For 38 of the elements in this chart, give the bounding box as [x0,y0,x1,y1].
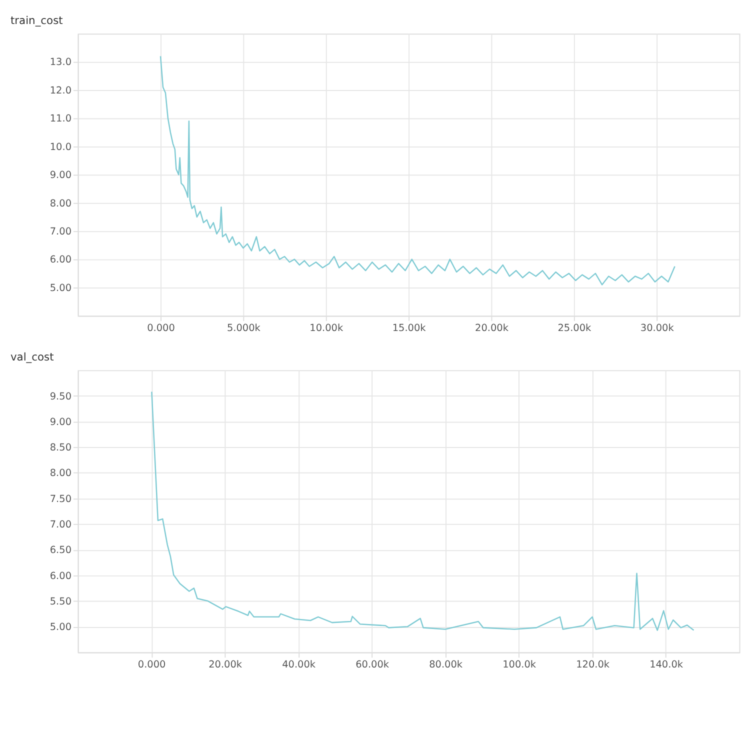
x-tick-label: 120.0k [576,659,610,670]
x-tick-label: 20.00k [208,659,242,670]
y-tick-label: 5.00 [50,282,72,294]
y-tick-label: 8.00 [50,468,72,480]
y-tick-label: 7.50 [50,494,72,505]
chart-title: val_cost [10,350,54,364]
y-tick-label: 8.00 [50,198,72,210]
x-tick-label: 10.00k [310,322,344,334]
chart-title: train_cost [10,14,63,27]
y-tick-label: 11.0 [50,114,72,125]
x-tick-label: 100.0k [502,659,536,670]
y-tick-label: 5.00 [50,622,72,634]
line-series [160,56,676,286]
y-tick-label: 13.0 [50,57,72,68]
x-tick-label: 20.00k [475,322,509,334]
x-tick-label: 140.0k [650,659,684,670]
y-tick-label: 9.50 [50,391,72,402]
y-tick-label: 9.00 [50,416,72,428]
x-tick-label: 80.00k [429,659,463,670]
x-tick-label: 30.00k [640,322,674,334]
y-tick-label: 7.00 [50,519,72,530]
x-tick-label: 5.000k [226,322,261,334]
y-tick-label: 6.50 [50,545,72,556]
y-tick-label: 8.50 [50,442,72,454]
y-tick-label: 12.0 [50,85,72,96]
x-tick-label: 25.00k [558,322,592,334]
x-tick-label: 0.000 [138,659,166,670]
y-tick-label: 10.0 [50,142,72,153]
x-tick-label: 15.00k [392,322,426,334]
x-tick-label: 0.000 [147,322,175,334]
y-tick-label: 9.00 [50,170,72,182]
y-tick-label: 5.50 [50,596,72,608]
line-series [151,391,694,631]
y-tick-label: 7.00 [50,226,72,238]
y-tick-label: 6.00 [50,570,72,582]
x-tick-label: 40.00k [282,659,316,670]
x-tick-label: 60.00k [356,659,390,670]
y-tick-label: 6.00 [50,254,72,266]
